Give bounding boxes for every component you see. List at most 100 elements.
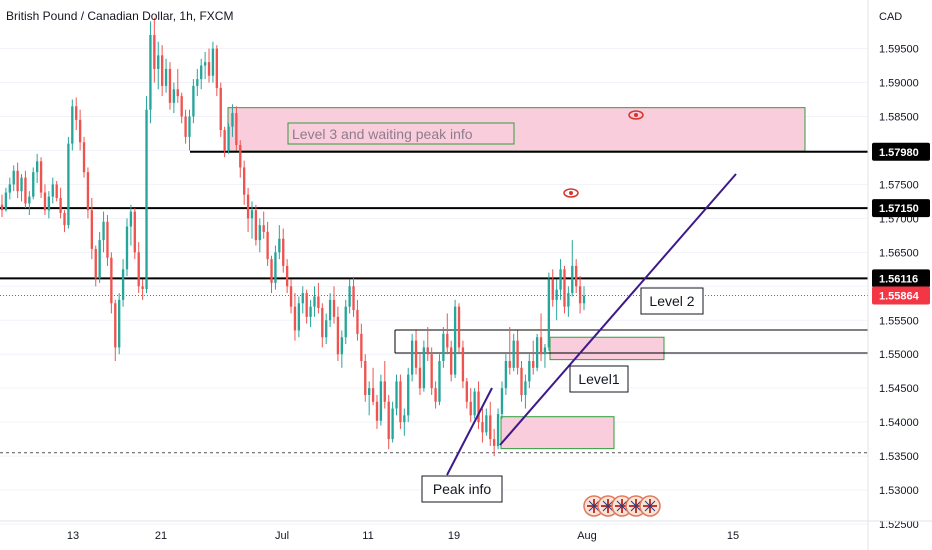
candle-body xyxy=(59,197,62,213)
candle-body xyxy=(395,381,398,409)
candle-body xyxy=(12,170,15,185)
candle-body xyxy=(414,340,418,368)
candle-body xyxy=(364,361,367,395)
candle-body xyxy=(500,388,504,414)
candle-body xyxy=(285,265,289,287)
candle-body xyxy=(348,286,351,307)
candle-body xyxy=(121,269,125,300)
candle-body xyxy=(403,415,406,423)
candle-body xyxy=(367,388,371,395)
eye-pupil xyxy=(569,191,573,195)
y-tick-label: 1.59500 xyxy=(879,44,919,56)
candle-body xyxy=(352,286,355,311)
x-tick-label: 19 xyxy=(448,530,460,542)
x-tick-label: 21 xyxy=(155,530,167,542)
candle-body xyxy=(489,415,492,440)
candle-body xyxy=(86,172,90,211)
candle-body xyxy=(8,184,11,193)
x-tick-label: Aug xyxy=(577,530,597,542)
candle-body xyxy=(371,388,375,402)
candle-body xyxy=(578,286,582,304)
candle-body xyxy=(442,333,445,362)
y-tick-label: 1.56500 xyxy=(879,247,919,259)
candle-body xyxy=(332,299,336,317)
price-axis: 1.595001.590001.585001.580001.575001.570… xyxy=(872,44,930,531)
candle-body xyxy=(430,354,433,389)
y-tick-label: 1.54000 xyxy=(879,417,919,429)
candle-body xyxy=(43,192,47,211)
candle-body xyxy=(555,289,558,300)
candle-body xyxy=(188,116,191,137)
candle-body xyxy=(125,226,129,270)
candle-body xyxy=(340,337,343,355)
level-price-tag xyxy=(872,199,930,218)
level-price-label: 1.56116 xyxy=(879,273,918,285)
candle-body xyxy=(106,221,109,258)
y-tick-label: 1.55000 xyxy=(879,349,919,361)
candle-body xyxy=(207,62,211,76)
candle-body xyxy=(305,293,308,317)
y-tick-label: 1.58500 xyxy=(879,111,919,123)
candle-body xyxy=(55,184,58,198)
candle-body xyxy=(520,367,523,395)
last-price-label: 1.55864 xyxy=(879,291,920,303)
annotation-label: Peak info xyxy=(433,481,492,497)
candle-body xyxy=(258,225,261,241)
candle-body xyxy=(473,391,476,416)
peak-pointer-line xyxy=(446,387,493,476)
y-tick-label: 1.53000 xyxy=(879,485,919,497)
y-tick-label: 1.52500 xyxy=(879,519,919,531)
candle-body xyxy=(227,126,230,151)
candle-body xyxy=(344,306,347,338)
candle-body xyxy=(184,116,187,137)
candle-body xyxy=(157,55,160,69)
candle-body xyxy=(328,299,332,321)
candle-body xyxy=(168,68,172,103)
candle-body xyxy=(438,361,441,402)
candle-body xyxy=(434,388,437,402)
candle-body xyxy=(575,265,578,287)
y-tick-label: 1.55500 xyxy=(879,315,919,327)
candle-body xyxy=(254,210,258,241)
candle-body xyxy=(200,65,203,80)
candle-body xyxy=(477,391,480,423)
candle-body xyxy=(67,143,70,226)
candle-body xyxy=(176,89,179,97)
candle-body xyxy=(543,347,547,355)
eye-icon[interactable] xyxy=(563,188,579,198)
candle-body xyxy=(532,361,535,368)
candle-body xyxy=(270,259,273,283)
x-tick-label: Jul xyxy=(275,530,289,542)
candle-body xyxy=(387,401,390,440)
candle-body xyxy=(508,361,511,368)
eye-icon[interactable] xyxy=(628,110,644,120)
candle-body xyxy=(16,170,19,192)
flag-diag-b xyxy=(644,500,656,512)
candle-body xyxy=(243,167,246,195)
candle-body xyxy=(63,212,66,226)
candle-body xyxy=(321,308,324,338)
flag-icon[interactable] xyxy=(639,495,661,517)
zone-box xyxy=(500,416,615,450)
candle-body xyxy=(282,238,285,266)
candle-body xyxy=(559,269,562,290)
candle-body xyxy=(485,415,488,433)
x-tick-label: 11 xyxy=(362,530,373,542)
candle-body xyxy=(133,211,136,253)
trendline xyxy=(499,173,737,446)
x-tick-label: 13 xyxy=(67,530,79,542)
candle-body xyxy=(512,340,515,368)
candle-body xyxy=(28,196,31,204)
candle-body xyxy=(567,293,570,307)
last-price-tag xyxy=(872,286,930,305)
candle-body xyxy=(4,192,8,211)
annotation-box xyxy=(569,365,629,393)
candle-body xyxy=(47,196,51,211)
candle-body xyxy=(391,408,394,440)
candle-body xyxy=(375,401,379,421)
candle-body xyxy=(262,225,265,232)
y-tick-label: 1.57500 xyxy=(879,179,919,191)
candle-body xyxy=(399,381,402,423)
candle-body xyxy=(360,333,363,362)
